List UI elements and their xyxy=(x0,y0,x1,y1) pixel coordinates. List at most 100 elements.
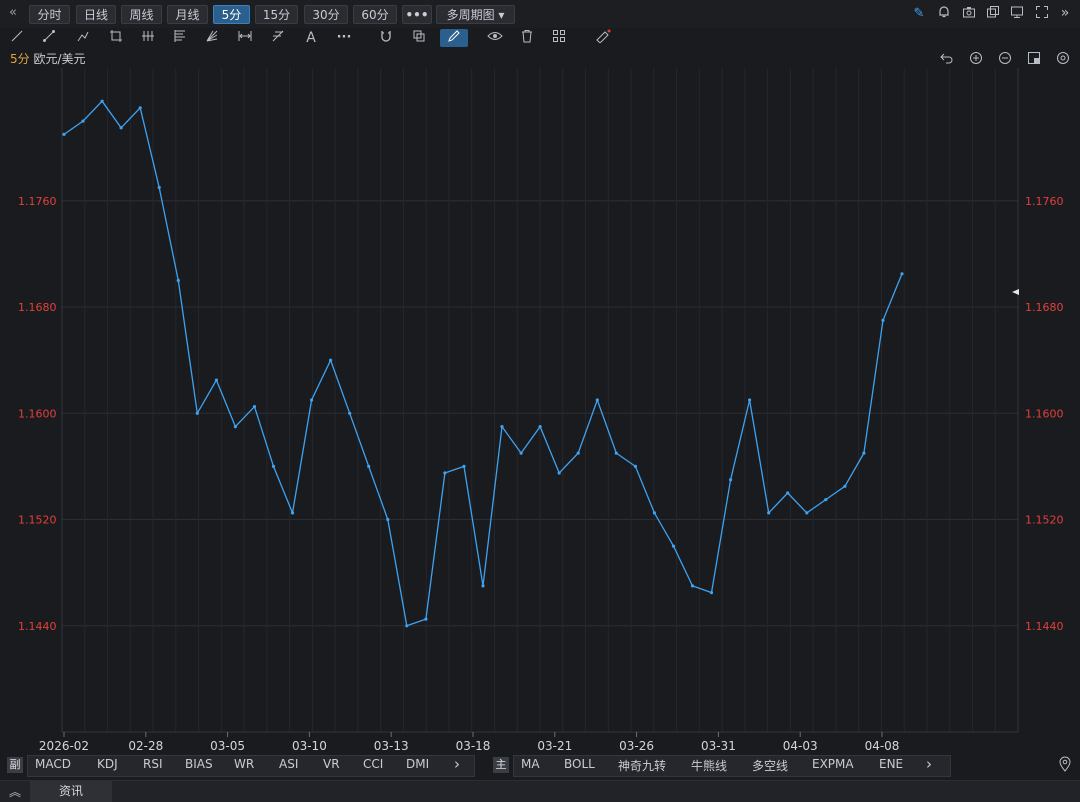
period-button-week[interactable]: 周线 xyxy=(121,5,162,24)
pitchfork-tool-icon[interactable] xyxy=(267,29,289,47)
y-axis-left: 1.1760 1.1680 1.1600 1.1520 1.1440 xyxy=(18,195,57,633)
indicator-kdj[interactable]: KDJ xyxy=(97,757,118,771)
x-axis: 2026-02 02-28 03-05 03-10 03-13 03-18 03-21 03-… xyxy=(39,732,899,753)
more-tool-icon[interactable]: ··· xyxy=(336,30,352,45)
price-point xyxy=(310,398,314,402)
undo-icon[interactable] xyxy=(938,51,956,69)
news-bar: ︽ 资讯 xyxy=(0,780,1080,802)
period-button-day[interactable]: 日线 xyxy=(76,5,116,24)
price-point xyxy=(633,464,638,468)
sub-indicator-next-icon[interactable]: › xyxy=(454,755,460,773)
price-points xyxy=(62,99,904,628)
bell-icon[interactable] xyxy=(935,5,953,23)
news-toggle-icon[interactable]: ︽ xyxy=(9,785,22,799)
ruler-icon[interactable] xyxy=(592,29,614,47)
more-periods-button[interactable]: ••• xyxy=(402,5,432,24)
indicator-cci[interactable]: CCI xyxy=(363,757,384,771)
y-tick-label: 1.1520 xyxy=(18,514,57,527)
period-button-15min[interactable]: 15分 xyxy=(255,5,298,24)
price-point xyxy=(881,318,885,322)
crop-tool-icon[interactable] xyxy=(105,29,127,47)
price-point xyxy=(195,411,199,415)
price-point xyxy=(329,358,333,362)
price-point xyxy=(500,425,504,429)
fullscreen-icon[interactable] xyxy=(1033,5,1051,23)
price-point xyxy=(443,471,447,475)
y-tick-label: 1.1440 xyxy=(1025,620,1064,633)
indicator-bull-bear[interactable]: 牛熊线 xyxy=(691,759,728,773)
indicator-wr[interactable]: WR xyxy=(234,757,255,771)
line-tool-icon[interactable] xyxy=(6,29,28,47)
price-point xyxy=(386,517,390,522)
layout-icon[interactable] xyxy=(1025,51,1043,69)
price-point xyxy=(214,378,218,382)
price-point xyxy=(138,106,142,110)
news-tab[interactable]: 资讯 xyxy=(30,781,112,802)
trash-icon[interactable] xyxy=(516,29,538,47)
screen-icon[interactable] xyxy=(1008,5,1026,23)
location-icon[interactable] xyxy=(1056,756,1074,774)
indicator-long-short[interactable]: 多空线 xyxy=(752,759,789,773)
measure-tool-icon[interactable] xyxy=(234,29,256,47)
x-tick-label: 03-13 xyxy=(374,739,409,753)
price-point xyxy=(424,617,428,621)
indicator-magic-nine[interactable]: 神奇九转 xyxy=(618,759,667,773)
price-point xyxy=(576,451,580,455)
symbol-period: 5分 xyxy=(10,52,30,66)
indicator-rsi[interactable]: RSI xyxy=(143,757,163,771)
magnet-icon[interactable] xyxy=(375,29,397,47)
indicator-ene[interactable]: ENE xyxy=(879,757,904,771)
expand-icon[interactable]: » xyxy=(1060,5,1070,21)
fan-tool-icon[interactable] xyxy=(201,29,223,47)
period-button-timeshare[interactable]: 分时 xyxy=(29,5,70,24)
price-point xyxy=(157,185,161,190)
period-button-5min[interactable]: 5分 xyxy=(213,5,250,24)
chart-grid xyxy=(61,68,1019,733)
pencil-icon[interactable] xyxy=(440,29,468,47)
grid-icon[interactable] xyxy=(548,29,570,47)
indicator-boll[interactable]: BOLL xyxy=(564,757,595,771)
zoom-in-icon[interactable] xyxy=(967,51,985,69)
ray-tool-icon[interactable] xyxy=(38,29,60,47)
period-button-30min[interactable]: 30分 xyxy=(304,5,348,24)
layers-icon[interactable] xyxy=(408,29,430,47)
parallel-tool-icon[interactable] xyxy=(137,29,159,47)
indicator-bar: 副 MACD KDJ RSI BIAS WR ASI VR CCI DMI › … xyxy=(0,754,1080,778)
y-tick-label: 1.1760 xyxy=(18,195,57,208)
eye-icon[interactable] xyxy=(484,29,506,47)
settings-icon[interactable] xyxy=(1054,51,1072,69)
indicator-ma[interactable]: MA xyxy=(521,757,540,771)
chart-controls xyxy=(932,50,1072,69)
period-toolbar: « 分时 日线 周线 月线 5分 15分 30分 60分 ••• 多周期图 ▾ … xyxy=(0,0,1080,28)
price-point xyxy=(824,498,828,502)
period-button-60min[interactable]: 60分 xyxy=(353,5,397,24)
price-point xyxy=(652,511,657,515)
x-tick-label: 03-31 xyxy=(701,739,736,753)
price-chart[interactable]: 1.1760 1.1680 1.1600 1.1520 1.1440 1.1760 1.1… xyxy=(0,68,1080,758)
indicator-macd[interactable]: MACD xyxy=(35,757,71,771)
camera-icon[interactable] xyxy=(960,5,978,23)
price-point xyxy=(690,584,695,588)
indicator-bias[interactable]: BIAS xyxy=(185,757,213,771)
pen-icon[interactable]: ✎ xyxy=(913,6,925,21)
zoom-out-icon[interactable] xyxy=(996,51,1014,69)
price-point xyxy=(748,398,752,402)
main-indicator-next-icon[interactable]: › xyxy=(926,755,932,773)
x-tick-label: 03-10 xyxy=(292,739,327,753)
x-tick-label: 04-03 xyxy=(783,739,818,753)
period-button-month[interactable]: 月线 xyxy=(167,5,208,24)
copy-icon[interactable] xyxy=(984,5,1002,23)
indicator-expma[interactable]: EXPMA xyxy=(812,757,854,771)
fibonacci-tool-icon[interactable] xyxy=(169,29,191,47)
text-tool-icon[interactable]: A xyxy=(306,30,316,46)
price-point xyxy=(367,464,371,468)
collapse-icon[interactable]: « xyxy=(9,5,17,20)
indicator-vr[interactable]: VR xyxy=(323,757,340,771)
multi-period-dropdown[interactable]: 多周期图 ▾ xyxy=(436,5,515,24)
path-tool-icon[interactable] xyxy=(72,29,94,47)
price-point xyxy=(290,511,295,515)
indicator-dmi[interactable]: DMI xyxy=(406,757,430,771)
indicator-asi[interactable]: ASI xyxy=(279,757,299,771)
sub-indicator-marker: 副 xyxy=(7,757,23,773)
